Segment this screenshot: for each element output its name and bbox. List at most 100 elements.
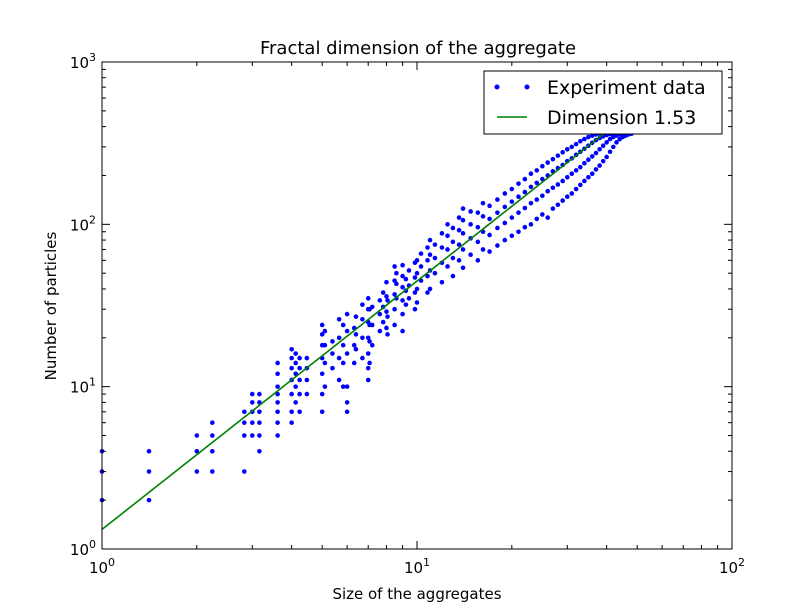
data-point-54 — [304, 377, 310, 383]
data-point-48 — [297, 409, 302, 415]
data-point-53 — [304, 391, 310, 397]
data-point-89 — [353, 332, 359, 337]
data-point-188 — [468, 209, 473, 214]
data-point-201 — [495, 243, 500, 248]
data-point-265 — [582, 178, 587, 184]
data-point-82 — [344, 351, 350, 356]
data-point-257 — [573, 186, 579, 192]
data-point-163 — [432, 242, 438, 247]
data-point-51 — [297, 365, 302, 371]
data-point-142 — [412, 306, 418, 312]
data-point-31 — [275, 400, 280, 405]
data-point-64 — [322, 384, 328, 389]
tick-marks — [101, 62, 732, 550]
data-point-119 — [385, 332, 390, 337]
data-point-129 — [394, 270, 399, 276]
data-point-229 — [540, 212, 545, 217]
data-point-242 — [555, 182, 561, 187]
data-point-57 — [319, 409, 325, 415]
data-point-189 — [475, 258, 481, 263]
data-point-103 — [367, 339, 372, 344]
scatter-points — [99, 129, 634, 503]
data-point-253 — [569, 191, 575, 196]
data-point-286 — [600, 143, 606, 149]
data-point-192 — [475, 210, 481, 215]
data-point-246 — [560, 178, 565, 184]
data-point-106 — [369, 342, 375, 348]
data-point-120 — [385, 314, 390, 319]
data-point-170 — [445, 233, 450, 239]
y-tick-label-1: 101 — [70, 376, 96, 397]
data-point-117 — [384, 294, 389, 299]
data-point-72 — [336, 355, 342, 361]
legend-label-experiment: Experiment data — [547, 77, 706, 99]
data-point-226 — [534, 197, 540, 202]
data-point-11 — [210, 433, 215, 438]
data-point-204 — [495, 197, 500, 202]
data-point-111 — [377, 298, 383, 303]
data-point-215 — [516, 194, 521, 199]
data-point-18 — [249, 420, 255, 425]
data-point-14 — [242, 433, 247, 438]
data-point-36 — [289, 420, 294, 425]
data-point-131 — [400, 311, 405, 317]
data-point-296 — [611, 144, 616, 150]
data-point-108 — [369, 304, 375, 310]
data-point-47 — [293, 351, 298, 356]
data-point-228 — [534, 168, 540, 173]
data-point-152 — [418, 251, 424, 256]
data-point-76 — [340, 360, 346, 366]
data-point-183 — [460, 217, 466, 223]
data-point-199 — [487, 216, 492, 222]
data-point-84 — [344, 311, 350, 317]
data-point-139 — [406, 296, 412, 301]
data-point-6 — [194, 469, 200, 474]
data-point-133 — [400, 284, 405, 290]
data-point-9 — [210, 469, 215, 474]
data-point-59 — [319, 371, 325, 377]
x-tick-label-0: 100 — [89, 556, 115, 577]
data-point-234 — [545, 188, 551, 194]
x-tick-label-1: 101 — [404, 556, 430, 577]
data-point-171 — [445, 222, 450, 227]
data-point-141 — [406, 268, 412, 273]
data-point-207 — [502, 204, 508, 210]
data-point-244 — [555, 153, 561, 158]
data-point-206 — [502, 220, 508, 226]
data-point-233 — [545, 215, 551, 220]
data-point-187 — [468, 222, 473, 227]
data-point-58 — [319, 391, 325, 397]
data-point-35 — [275, 360, 280, 366]
data-point-209 — [509, 233, 515, 239]
data-point-94 — [360, 302, 365, 307]
data-point-66 — [322, 342, 328, 348]
x-axis-label: Size of the aggregates — [332, 585, 501, 603]
data-point-178 — [456, 227, 462, 233]
data-point-217 — [522, 224, 528, 230]
data-point-42 — [289, 346, 294, 352]
data-point-7 — [194, 448, 200, 454]
data-point-294 — [607, 136, 613, 142]
legend: Experiment data Dimension 1.53 — [483, 70, 723, 135]
data-point-24 — [257, 420, 262, 425]
data-point-173 — [450, 255, 456, 261]
data-point-174 — [450, 239, 456, 245]
data-point-254 — [569, 171, 575, 177]
legend-label-dimension: Dimension 1.53 — [547, 107, 696, 129]
data-point-112 — [380, 319, 386, 325]
data-point-200 — [487, 203, 492, 209]
fit-line-group — [101, 111, 633, 531]
data-point-268 — [582, 136, 587, 142]
data-point-63 — [319, 322, 325, 328]
data-point-205 — [502, 237, 508, 243]
data-point-93 — [360, 317, 365, 322]
data-point-147 — [414, 286, 420, 292]
data-point-238 — [550, 185, 556, 191]
data-point-153 — [425, 290, 430, 295]
data-point-49 — [297, 391, 302, 397]
data-point-88 — [353, 346, 359, 352]
data-point-135 — [400, 262, 405, 268]
data-point-21 — [249, 391, 255, 397]
data-point-185 — [468, 252, 473, 257]
